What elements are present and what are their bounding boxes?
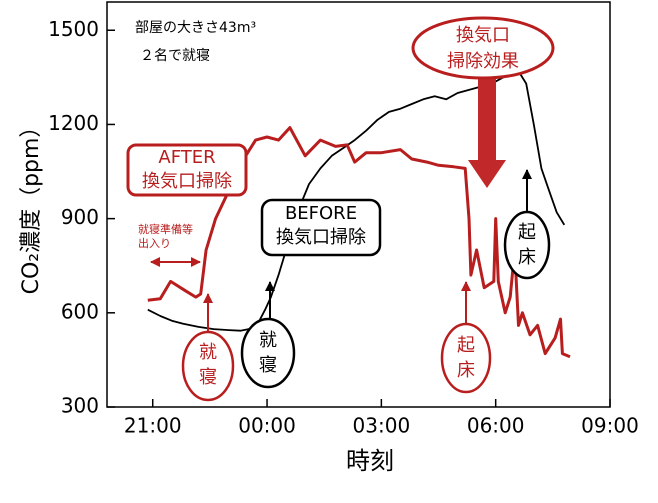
callout bbox=[126, 143, 248, 197]
annotation: 換気口 bbox=[456, 25, 510, 46]
x-tick-label: 21:00 bbox=[124, 414, 182, 438]
annotation: 換気口掃除 bbox=[142, 171, 232, 192]
plot-frame bbox=[106, 1, 611, 408]
callout bbox=[503, 210, 551, 280]
annotation: 寝 bbox=[199, 367, 217, 388]
annotation: 起 bbox=[457, 335, 475, 356]
annotation: 寝 bbox=[259, 355, 277, 376]
annotation: 床 bbox=[518, 247, 536, 268]
annotation: 掃除効果 bbox=[447, 51, 519, 72]
callout bbox=[240, 317, 296, 389]
annotation: 就 bbox=[259, 330, 277, 351]
annotation: ２名で就寝 bbox=[140, 47, 210, 64]
annotation: 床 bbox=[457, 360, 475, 381]
y-tick-label: 900 bbox=[61, 205, 99, 229]
data-line bbox=[147, 126, 571, 359]
annotation: 就 bbox=[199, 342, 217, 363]
annotation: 部屋の大きさ43m³ bbox=[135, 20, 256, 36]
annotation: 換気口掃除 bbox=[276, 227, 366, 248]
y-tick-label: 1500 bbox=[48, 17, 99, 41]
x-axis-label: 時刻 bbox=[346, 447, 394, 475]
x-tick-label: 09:00 bbox=[581, 414, 639, 438]
callout bbox=[440, 322, 492, 394]
annotation: 起 bbox=[518, 222, 536, 243]
y-tick-label: 300 bbox=[61, 394, 99, 418]
arrow bbox=[468, 75, 506, 188]
x-tick-label: 06:00 bbox=[467, 414, 525, 438]
annotation: 出入り bbox=[138, 236, 171, 250]
callout bbox=[260, 198, 382, 257]
x-tick-label: 03:00 bbox=[353, 414, 411, 438]
y-tick-label: 1200 bbox=[48, 111, 99, 135]
callout bbox=[181, 330, 235, 402]
x-tick-label: 00:00 bbox=[238, 414, 296, 438]
y-axis-label: CO₂濃度（ppm） bbox=[19, 116, 44, 295]
callout bbox=[411, 16, 555, 80]
annotation: 就寝準備等 bbox=[138, 222, 193, 236]
annotations: 部屋の大きさ43m³ ２名で就寝 換気口 掃除効果 AFTER 換気口掃除 BE… bbox=[126, 16, 555, 402]
annotation: BEFORE bbox=[285, 203, 357, 224]
y-tick-label: 600 bbox=[61, 299, 99, 323]
annotation: AFTER bbox=[158, 147, 215, 168]
